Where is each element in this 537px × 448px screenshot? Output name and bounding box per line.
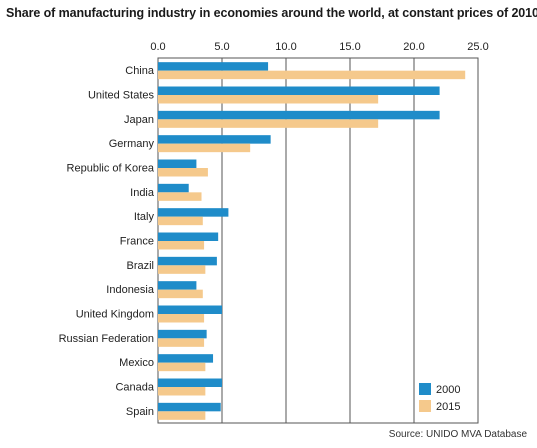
category-label: Mexico xyxy=(119,357,154,369)
bar-2000-japan xyxy=(158,110,440,120)
category-label: Italy xyxy=(134,211,155,223)
category-label: Indonesia xyxy=(106,284,155,296)
bar-2000-russian-federation xyxy=(158,329,207,339)
category-label: Brazil xyxy=(126,260,154,272)
bar-2015-spain xyxy=(158,411,206,420)
x-tick-label: 0.0 xyxy=(150,41,165,53)
bar-2000-republic-of-korea xyxy=(158,159,197,168)
bar-2015-mexico xyxy=(158,362,206,372)
bar-2015-russian-federation xyxy=(158,338,205,347)
x-tick-label: 20.0 xyxy=(403,41,424,53)
x-tick-label: 25.0 xyxy=(467,41,488,53)
bar-2000-italy xyxy=(158,208,229,217)
category-label: China xyxy=(125,65,155,77)
category-labels: China United States Japan Germany Republic o… xyxy=(59,65,155,418)
bar-2015-united-kingdom xyxy=(158,314,205,323)
x-tick-labels: 0.0 5.0 10.0 15.0 20.0 25.0 xyxy=(150,41,488,53)
legend-swatch-2015 xyxy=(419,400,431,412)
x-tick-label: 5.0 xyxy=(214,41,229,53)
x-tick-label: 15.0 xyxy=(339,41,360,53)
bar-2000-france xyxy=(158,232,219,241)
category-label: Germany xyxy=(109,138,155,150)
category-label: United States xyxy=(88,90,155,102)
bar-2000-canada xyxy=(158,378,222,387)
bar-2000-brazil xyxy=(158,256,217,266)
source-note: Source: UNIDO MVA Database xyxy=(388,429,527,440)
bars xyxy=(158,62,466,420)
bar-2015-republic-of-korea xyxy=(158,168,208,177)
bar-2000-indonesia xyxy=(158,281,197,290)
bar-2015-germany xyxy=(158,143,251,153)
category-label: Republic of Korea xyxy=(67,163,155,175)
bar-2015-france xyxy=(158,241,205,250)
bar-2015-indonesia xyxy=(158,289,203,299)
category-label: France xyxy=(120,236,154,248)
bar-2000-mexico xyxy=(158,354,214,363)
category-label: Canada xyxy=(115,382,154,394)
legend-label: 2015 xyxy=(436,401,460,413)
bar-2015-canada xyxy=(158,387,206,396)
bar-2000-india xyxy=(158,183,189,193)
category-label: India xyxy=(130,187,155,199)
chart-title: Share of manufacturing industry in econo… xyxy=(6,6,537,20)
bar-2000-spain xyxy=(158,402,221,412)
bar-2015-italy xyxy=(158,216,203,226)
bar-2015-brazil xyxy=(158,265,206,274)
bar-2000-united-kingdom xyxy=(158,305,222,314)
x-tick-label: 10.0 xyxy=(275,41,296,53)
category-label: Japan xyxy=(124,114,154,126)
bar-2015-japan xyxy=(158,119,379,128)
category-label: Spain xyxy=(126,406,154,418)
bar-2015-united-states xyxy=(158,95,379,104)
bar-2000-china xyxy=(158,62,269,71)
bar-2015-china xyxy=(158,70,466,80)
category-label: Russian Federation xyxy=(59,333,154,345)
category-label: United Kingdom xyxy=(76,309,154,321)
bar-2000-united-states xyxy=(158,86,440,95)
bar-2015-india xyxy=(158,192,202,201)
legend-label: 2000 xyxy=(436,384,460,396)
legend-swatch-2000 xyxy=(419,383,431,395)
legend: 2000 2015 xyxy=(419,383,460,413)
bar-2000-germany xyxy=(158,135,271,144)
